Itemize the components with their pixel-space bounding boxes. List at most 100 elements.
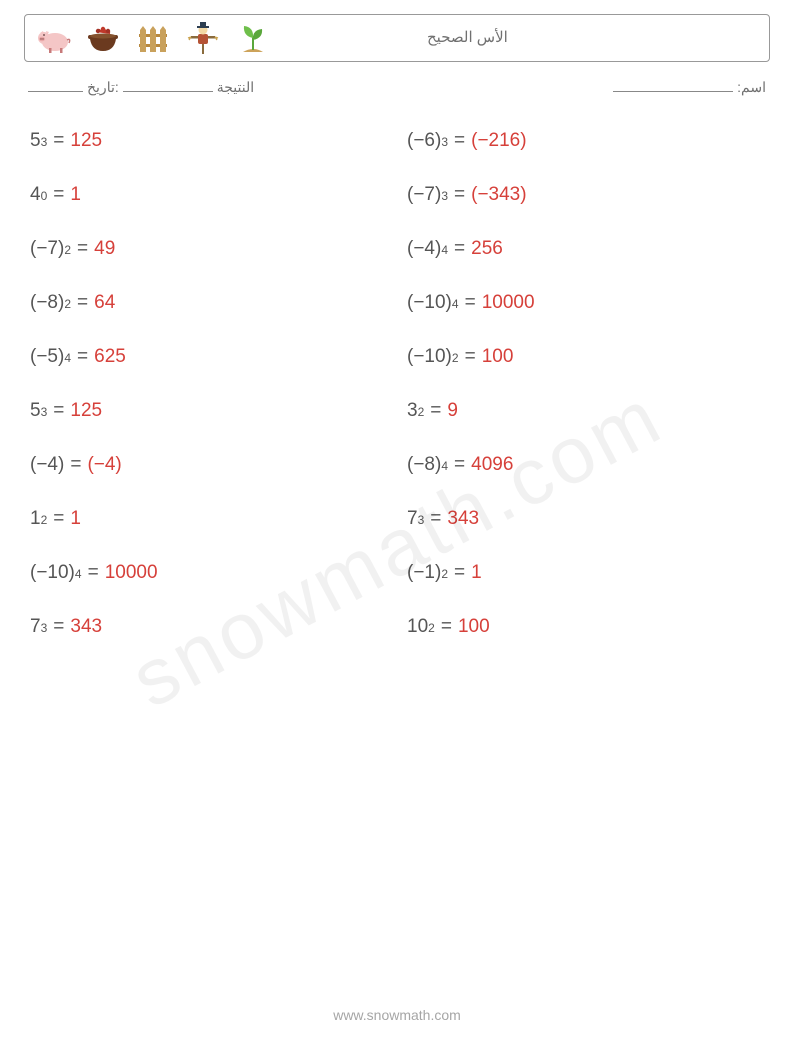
bowl-icon: [85, 20, 121, 56]
equals-sign: =: [53, 130, 64, 152]
problem-base: 5: [30, 400, 41, 422]
worksheet-page: snowmath.com: [0, 0, 794, 1053]
date-blank[interactable]: [28, 78, 83, 92]
meta-name: اسم:: [613, 78, 766, 96]
problem-left-2: (−7)2=49: [30, 238, 387, 260]
score-blank[interactable]: [123, 78, 213, 92]
equals-sign: =: [53, 400, 64, 422]
footer-url: www.snowmath.com: [0, 1007, 794, 1023]
name-blank[interactable]: [613, 78, 733, 92]
header-box: الأس الصحيح: [24, 14, 770, 62]
sprout-icon: [235, 20, 271, 56]
problem-answer: 1: [70, 184, 81, 206]
problem-answer: 4096: [471, 454, 513, 476]
equals-sign: =: [465, 346, 476, 368]
problem-answer: 10000: [482, 292, 535, 314]
problem-answer: 64: [94, 292, 115, 314]
problem-base: 3: [407, 400, 418, 422]
problem-right-3: (−10)4=10000: [407, 292, 764, 314]
equals-sign: =: [454, 454, 465, 476]
problem-right-7: 73=343: [407, 508, 764, 530]
equals-sign: =: [88, 562, 99, 584]
problem-answer: (−4): [87, 454, 121, 476]
problem-left-8: (−10)4=10000: [30, 562, 387, 584]
worksheet-title: الأس الصحيح: [427, 28, 508, 46]
equals-sign: =: [454, 130, 465, 152]
problem-answer: 625: [94, 346, 126, 368]
problem-base: (−7): [407, 184, 441, 206]
problem-base: (−10): [30, 562, 75, 584]
score-label: النتيجة: [217, 79, 254, 96]
problem-right-8: (−1)2=1: [407, 562, 764, 584]
meta-score-date: النتيجة :تاريخ: [28, 78, 254, 96]
equals-sign: =: [430, 400, 441, 422]
fence-icon: [135, 20, 171, 56]
problem-base: 10: [407, 616, 428, 638]
problem-base: (−1): [407, 562, 441, 584]
problem-answer: 343: [447, 508, 479, 530]
problem-answer: 100: [482, 346, 514, 368]
date-label: :تاريخ: [87, 79, 119, 96]
problem-base: 7: [407, 508, 418, 530]
problems-grid: 53=125(−6)3=(−216)40=1(−7)3=(−343)(−7)2=…: [24, 96, 770, 638]
scarecrow-icon: [185, 20, 221, 56]
equals-sign: =: [53, 616, 64, 638]
equals-sign: =: [77, 346, 88, 368]
problem-left-6: (−4) = (−4): [30, 454, 387, 476]
problem-answer: (−216): [471, 130, 526, 152]
equals-sign: =: [454, 562, 465, 584]
problem-answer: 256: [471, 238, 503, 260]
problem-left-4: (−5)4=625: [30, 346, 387, 368]
problem-left-3: (−8)2=64: [30, 292, 387, 314]
problem-base: (−4): [407, 238, 441, 260]
problem-base: (−10): [407, 292, 452, 314]
problem-right-2: (−4)4=256: [407, 238, 764, 260]
problem-right-9: 102=100: [407, 616, 764, 638]
problem-base: 7: [30, 616, 41, 638]
problem-right-1: (−7)3=(−343): [407, 184, 764, 206]
problem-right-5: 32=9: [407, 400, 764, 422]
problem-answer: 125: [70, 400, 102, 422]
equals-sign: =: [454, 238, 465, 260]
problem-left-9: 73=343: [30, 616, 387, 638]
problem-base: 4: [30, 184, 41, 206]
problem-right-6: (−8)4=4096: [407, 454, 764, 476]
problem-answer: 100: [458, 616, 490, 638]
problem-answer: 125: [70, 130, 102, 152]
problem-right-0: (−6)3=(−216): [407, 130, 764, 152]
header-icons: [35, 20, 271, 56]
problem-left-0: 53=125: [30, 130, 387, 152]
pig-icon: [35, 20, 71, 56]
problem-answer: 49: [94, 238, 115, 260]
problem-left-7: 12=1: [30, 508, 387, 530]
equals-sign: =: [454, 184, 465, 206]
equals-sign: =: [77, 238, 88, 260]
problem-base: (−8): [30, 292, 64, 314]
problem-answer: 1: [70, 508, 81, 530]
problem-right-4: (−10)2=100: [407, 346, 764, 368]
problem-left-5: 53=125: [30, 400, 387, 422]
problem-base: (−5): [30, 346, 64, 368]
equals-sign: =: [77, 292, 88, 314]
equals-sign: =: [430, 508, 441, 530]
problem-base: 5: [30, 130, 41, 152]
problem-base: (−8): [407, 454, 441, 476]
equals-sign: =: [53, 184, 64, 206]
problem-answer: 10000: [105, 562, 158, 584]
problem-answer: (−343): [471, 184, 526, 206]
meta-row: اسم: النتيجة :تاريخ: [24, 62, 770, 96]
equals-sign: =: [70, 454, 81, 476]
equals-sign: =: [465, 292, 476, 314]
problem-answer: 343: [70, 616, 102, 638]
problem-base: (−6): [407, 130, 441, 152]
problem-base: (−4): [30, 454, 64, 476]
problem-base: 1: [30, 508, 41, 530]
problem-base: (−7): [30, 238, 64, 260]
problem-base: (−10): [407, 346, 452, 368]
problem-answer: 9: [447, 400, 458, 422]
equals-sign: =: [53, 508, 64, 530]
equals-sign: =: [441, 616, 452, 638]
problem-left-1: 40=1: [30, 184, 387, 206]
name-label: اسم:: [737, 79, 766, 96]
problem-answer: 1: [471, 562, 482, 584]
